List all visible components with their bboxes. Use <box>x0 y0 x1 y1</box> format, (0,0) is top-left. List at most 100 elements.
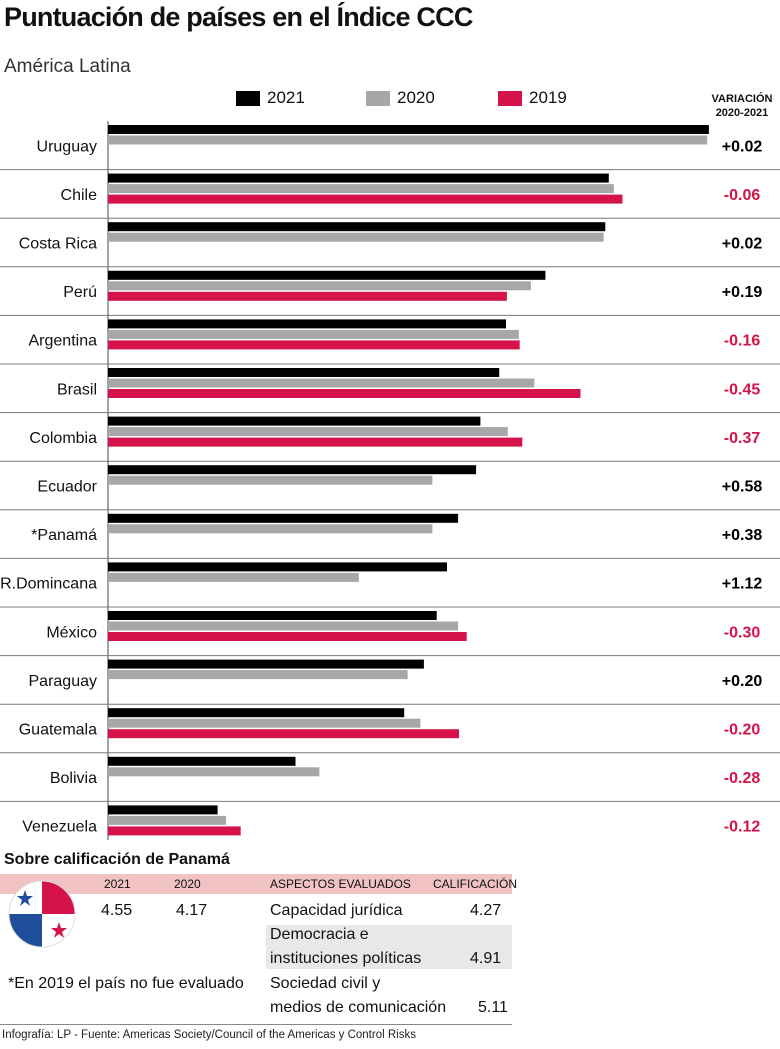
category-label: Ecuador <box>37 479 97 496</box>
panama-section-title: Sobre calificación de Panamá <box>4 851 230 868</box>
variation-header-line1: VARIACIÓN <box>711 93 773 105</box>
bar-2020 <box>108 815 227 825</box>
header-aspects: ASPECTOS EVALUADOS <box>270 877 411 891</box>
bar-2021 <box>108 805 218 815</box>
variation-value: +0.58 <box>722 479 763 496</box>
bar-2020 <box>108 135 708 145</box>
aspect-1-label: Capacidad jurídica <box>270 902 403 919</box>
bar-2021 <box>108 270 546 280</box>
panama-flag-icon <box>8 880 76 948</box>
panama-header-band <box>0 874 512 894</box>
variation-value: -0.30 <box>724 624 761 641</box>
legend-label-2020: 2020 <box>397 88 435 107</box>
category-label: R.Domincana <box>0 576 97 593</box>
bar-2020 <box>108 378 535 388</box>
bar-2021 <box>108 368 500 377</box>
aspect-2-label-line1: Democracia e <box>270 926 369 943</box>
category-label: México <box>46 624 97 641</box>
legend-item-2020: 2020 <box>366 88 435 108</box>
legend-swatch-2021 <box>236 90 260 106</box>
variation-value: -0.20 <box>724 722 761 739</box>
category-label: Guatemala <box>19 722 97 739</box>
aspect-2-score: 4.91 <box>470 950 502 967</box>
header-score: CALIFICACIÓN <box>433 877 518 891</box>
aspect-3-label-line1: Sociedad civil y <box>270 975 381 992</box>
aspect-1-score: 4.27 <box>470 902 502 919</box>
bar-2020 <box>108 670 408 680</box>
aspect-3-label-line2: medios de comunicación <box>270 999 447 1016</box>
bar-2019 <box>108 194 623 204</box>
aspect-row-highlight <box>266 925 512 969</box>
source-credit: Infografía: LP - Fuente: Americas Societ… <box>2 1029 416 1041</box>
category-label: Uruguay <box>37 138 97 155</box>
bar-2021 <box>108 416 481 426</box>
variation-value: +0.02 <box>722 138 763 155</box>
variation-value: -0.16 <box>724 333 761 350</box>
bar-2020 <box>108 621 459 631</box>
bar-2020 <box>108 329 519 339</box>
bar-2020 <box>108 767 320 777</box>
bar-2021 <box>108 173 609 183</box>
bar-2021 <box>108 125 709 134</box>
category-label: Paraguay <box>29 673 98 690</box>
bar-2019 <box>108 437 523 447</box>
bar-2020 <box>108 184 614 194</box>
bottom-divider <box>0 1024 512 1025</box>
bar-2020 <box>108 232 604 242</box>
bar-2020 <box>108 718 421 728</box>
legend-item-2021: 2021 <box>236 88 305 108</box>
legend-swatch-2020 <box>366 90 390 106</box>
variation-value: +1.12 <box>722 576 763 593</box>
variation-value: -0.28 <box>724 770 761 787</box>
variation-header: VARIACIÓN 2020-2021 <box>704 92 780 120</box>
category-label: Venezuela <box>22 819 97 836</box>
bar-2020 <box>108 427 508 437</box>
bar-2021 <box>108 756 296 766</box>
category-label: Perú <box>63 284 97 301</box>
chart-subtitle: América Latina <box>4 56 131 77</box>
variation-value: +0.02 <box>722 236 763 253</box>
variation-value: -0.37 <box>724 430 761 447</box>
bar-2021 <box>108 222 606 232</box>
category-label: Colombia <box>29 430 97 447</box>
legend-label-2019: 2019 <box>529 88 567 107</box>
category-label: Brasil <box>57 381 97 398</box>
panama-note: *En 2019 el país no fue evaluado <box>8 975 244 992</box>
variation-value: +0.38 <box>722 527 763 544</box>
header-2021: 2021 <box>104 877 131 891</box>
bar-2019 <box>108 632 467 641</box>
category-label: Argentina <box>29 333 98 350</box>
bar-2020 <box>108 281 531 291</box>
bar-2021 <box>108 319 506 329</box>
legend-swatch-2019 <box>498 90 522 106</box>
bar-2021 <box>108 708 405 718</box>
chart-title: Puntuación de países en el Índice CCC <box>4 2 473 32</box>
category-label: Bolivia <box>50 770 97 787</box>
bar-2019 <box>108 389 581 398</box>
variation-value: +0.19 <box>722 284 763 301</box>
category-label: *Panamá <box>31 527 97 544</box>
aspect-2-label-line2: instituciones políticas <box>270 950 422 967</box>
variation-value: -0.45 <box>724 381 761 398</box>
legend-item-2019: 2019 <box>498 88 567 108</box>
bar-2020 <box>108 475 433 485</box>
bar-chart: Uruguay +0.02 Chile -0.06 Costa Rica +0.02 Per… <box>0 121 780 840</box>
bar-2021 <box>108 562 447 572</box>
bar-2019 <box>108 826 241 836</box>
aspect-3-score: 5.11 <box>478 999 508 1016</box>
bar-2019 <box>108 729 459 739</box>
category-label: Chile <box>61 187 98 204</box>
category-label: Costa Rica <box>19 236 97 253</box>
variation-value: +0.20 <box>722 673 763 690</box>
header-2020: 2020 <box>174 877 201 891</box>
variation-header-line2: 2020-2021 <box>715 107 769 119</box>
bar-2020 <box>108 572 359 582</box>
legend-label-2021: 2021 <box>267 88 305 107</box>
panama-score-2020: 4.17 <box>176 902 208 919</box>
bar-2019 <box>108 291 507 301</box>
bar-2020 <box>108 524 433 534</box>
panama-score-2021: 4.55 <box>101 902 133 919</box>
variation-value: -0.06 <box>724 187 761 204</box>
variation-value: -0.12 <box>724 819 761 836</box>
bar-2021 <box>108 659 424 669</box>
